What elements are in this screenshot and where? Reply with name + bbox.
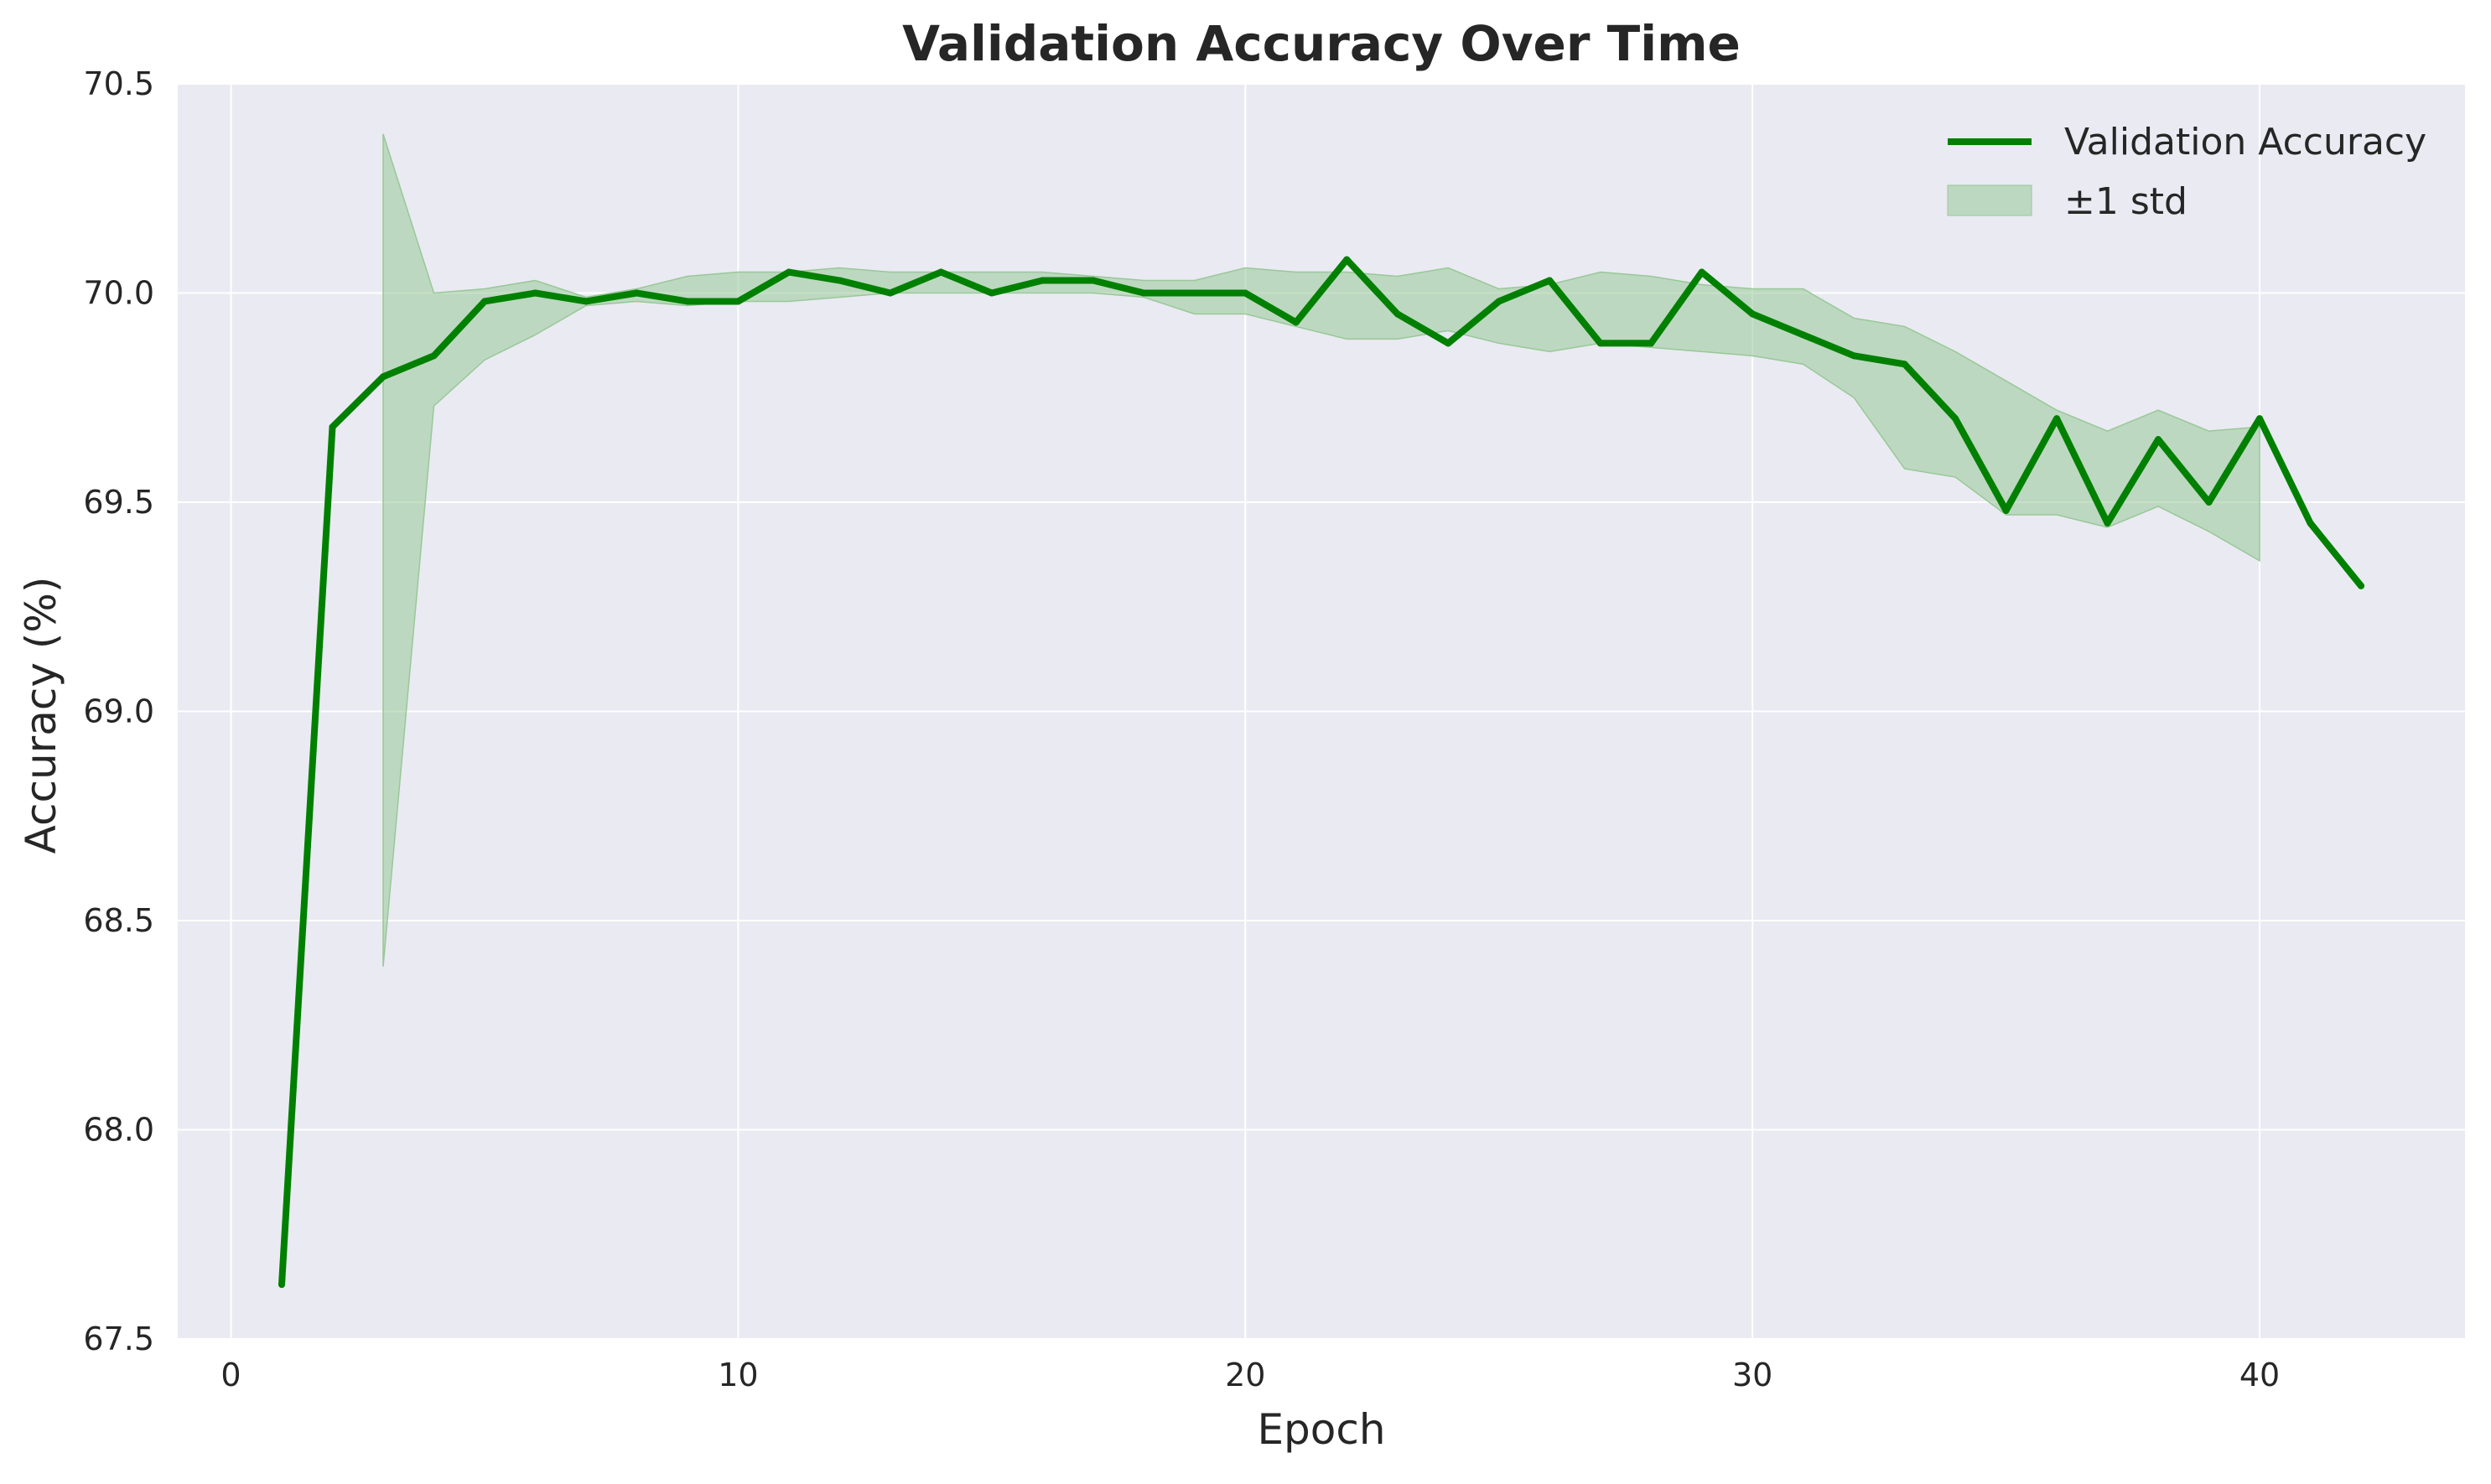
y-axis-label: Accuracy (%) xyxy=(17,577,65,854)
y-tick-label: 68.5 xyxy=(83,902,154,939)
std-band-layer xyxy=(382,133,2260,967)
data-point xyxy=(1596,340,1604,347)
legend-band-swatch xyxy=(1947,184,2032,216)
data-point xyxy=(1495,298,1502,305)
data-point xyxy=(379,373,387,381)
legend: Validation Accuracy ±1 std xyxy=(1947,121,2426,223)
data-point xyxy=(1749,310,1757,318)
data-point xyxy=(2256,415,2264,423)
x-tick-label: 10 xyxy=(718,1357,758,1393)
data-point xyxy=(2358,582,2364,589)
data-point xyxy=(582,298,589,305)
x-axis-label: Epoch xyxy=(1257,1405,1385,1454)
y-tick-label: 67.5 xyxy=(83,1321,154,1357)
data-point xyxy=(1089,277,1097,284)
data-point xyxy=(480,298,488,305)
data-point xyxy=(1140,289,1148,297)
legend-line-label: Validation Accuracy xyxy=(2064,121,2426,163)
data-point xyxy=(2155,436,2162,444)
data-point xyxy=(1242,289,1249,297)
data-point xyxy=(1191,289,1198,297)
data-point xyxy=(1393,310,1401,318)
data-point xyxy=(633,289,641,297)
chart-title: Validation Accuracy Over Time xyxy=(902,15,1741,72)
data-point xyxy=(278,1281,285,1289)
y-tick-label: 68.0 xyxy=(83,1112,154,1149)
data-point xyxy=(785,268,792,276)
y-tick-label: 69.5 xyxy=(83,484,154,521)
data-point xyxy=(2205,499,2213,506)
data-point xyxy=(430,352,438,360)
data-point xyxy=(2307,519,2314,527)
data-point xyxy=(1292,319,1300,326)
data-point xyxy=(1343,256,1351,263)
data-point xyxy=(1039,277,1046,284)
data-point xyxy=(937,268,945,276)
data-point xyxy=(2053,415,2061,423)
validation-accuracy-line xyxy=(278,256,2364,1289)
x-tick-label: 0 xyxy=(221,1357,241,1393)
data-point xyxy=(1901,361,1908,368)
tick-labels: 0 10 20 30 40 67.5 68.0 68.5 69.0 69.5 70.0 70.5 xyxy=(83,65,2280,1393)
y-tick-label: 70.5 xyxy=(83,65,154,102)
x-tick-label: 40 xyxy=(2239,1357,2280,1393)
data-point xyxy=(2104,519,2111,527)
std-band xyxy=(382,133,2260,967)
y-tick-label: 70.0 xyxy=(83,275,154,312)
data-point xyxy=(836,277,843,284)
data-point xyxy=(329,423,336,431)
data-point xyxy=(1850,352,1858,360)
data-point xyxy=(1546,277,1554,284)
data-point xyxy=(2002,506,2010,514)
x-tick-label: 20 xyxy=(1225,1357,1265,1393)
data-point xyxy=(1952,415,1959,423)
data-point xyxy=(886,289,894,297)
data-point xyxy=(1799,331,1807,339)
data-point xyxy=(1445,340,1452,347)
data-point xyxy=(1698,268,1705,276)
data-point xyxy=(1648,340,1655,347)
y-tick-label: 69.0 xyxy=(83,693,154,730)
data-point xyxy=(734,298,742,305)
series-line-layer xyxy=(278,256,2364,1289)
data-point xyxy=(683,298,691,305)
x-tick-label: 30 xyxy=(1732,1357,1772,1393)
data-point xyxy=(988,289,995,297)
legend-band-label: ±1 std xyxy=(2064,180,2187,223)
data-point xyxy=(532,289,539,297)
